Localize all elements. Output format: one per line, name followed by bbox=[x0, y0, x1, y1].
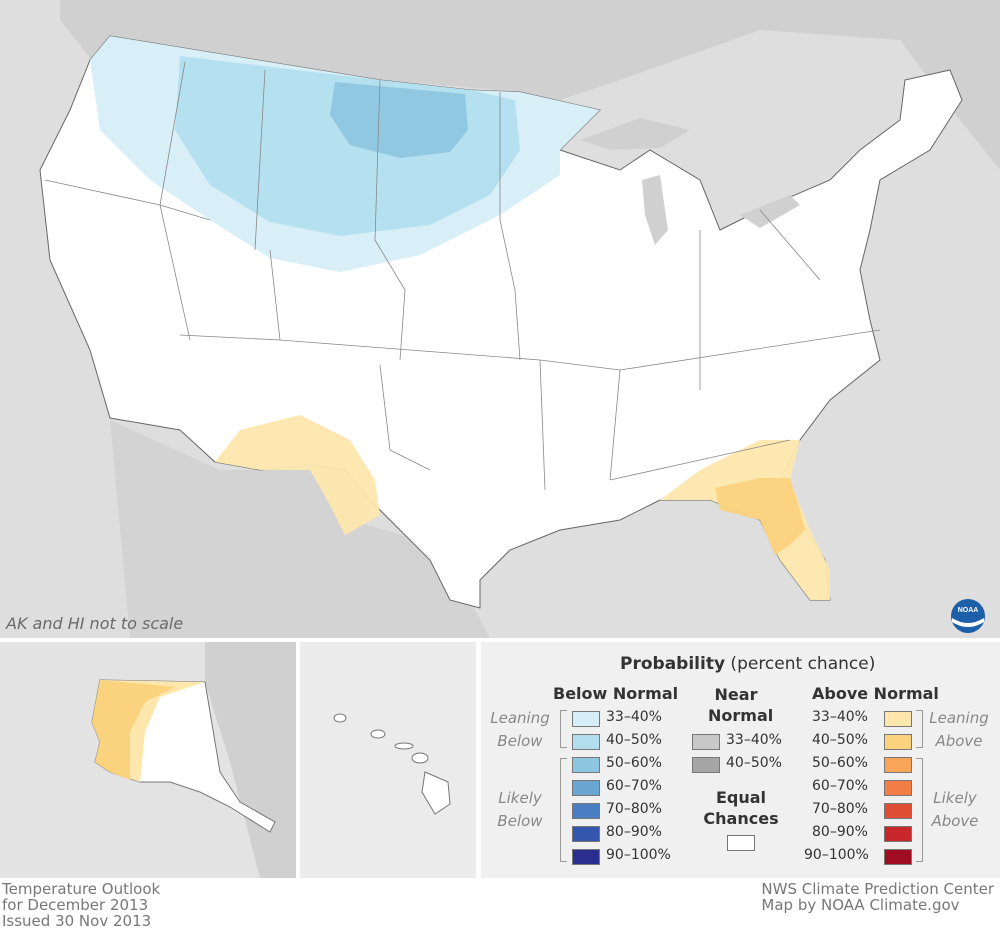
swatch-above-6 bbox=[884, 849, 912, 865]
likely-below-bracket bbox=[560, 758, 567, 862]
swatch-below-4 bbox=[572, 803, 600, 819]
above-normal-heading: Above Normal bbox=[812, 684, 939, 703]
label-above-0: 33–40% bbox=[812, 709, 868, 725]
leaning-above-label: Leaning Above bbox=[924, 707, 994, 753]
lake-erie bbox=[740, 195, 800, 228]
logo-text: NOAA bbox=[958, 607, 979, 614]
below-normal-heading: Below Normal bbox=[553, 684, 679, 703]
outlook-issued: Issued 30 Nov 2013 bbox=[2, 912, 152, 930]
lake-michigan bbox=[642, 175, 668, 245]
label-below-6: 90–100% bbox=[606, 847, 671, 863]
footer-left: Temperature Outlook for December 2013 Is… bbox=[2, 881, 160, 929]
hawaii-svg bbox=[333, 713, 451, 815]
swatch-below-2 bbox=[572, 757, 600, 773]
likely-above-bracket bbox=[916, 758, 923, 862]
label-above-1: 40–50% bbox=[812, 732, 868, 748]
leaning-below-label: Leaning Below bbox=[488, 707, 552, 753]
lake-superior bbox=[580, 118, 690, 150]
alaska-inset bbox=[0, 642, 296, 878]
swatch-above-1 bbox=[884, 734, 912, 750]
legend-title-bold: Probability bbox=[620, 654, 726, 674]
above-normal-se-40-50 bbox=[715, 478, 805, 555]
label-below-3: 60–70% bbox=[606, 778, 662, 794]
swatch-below-5 bbox=[572, 826, 600, 842]
swatch-below-0 bbox=[572, 711, 600, 727]
mexico-land bbox=[110, 420, 490, 638]
swatch-near-1 bbox=[692, 757, 720, 773]
swatch-above-5 bbox=[884, 826, 912, 842]
alaska-above-40-50 bbox=[92, 680, 175, 780]
near-heading-line-2: Normal bbox=[708, 706, 774, 725]
alaska-svg bbox=[91, 642, 296, 878]
legend-title-rest: (percent chance) bbox=[725, 654, 876, 674]
label-near-0: 33–40% bbox=[726, 732, 782, 748]
leaning-below-line-1: Leaning bbox=[490, 709, 550, 727]
label-above-5: 80–90% bbox=[812, 824, 868, 840]
big-island bbox=[421, 771, 451, 815]
noaa-logo-icon: NOAA bbox=[951, 599, 985, 633]
leaning-above-line-1: Leaning bbox=[929, 709, 989, 727]
outlook-title: Temperature Outlook bbox=[2, 880, 161, 898]
swatch-above-0 bbox=[884, 711, 912, 727]
molokai-island bbox=[394, 742, 414, 750]
leaning-below-line-2: Below bbox=[497, 732, 543, 750]
equal-chances-heading: Equal Chances bbox=[700, 787, 782, 829]
swatch-below-3 bbox=[572, 780, 600, 796]
swatch-above-4 bbox=[884, 803, 912, 819]
swatch-below-1 bbox=[572, 734, 600, 750]
likely-above-line-2: Above bbox=[931, 812, 979, 830]
state-borders bbox=[44, 61, 881, 491]
label-below-5: 80–90% bbox=[606, 824, 662, 840]
near-normal-heading: Near Normal bbox=[708, 684, 774, 726]
below-normal-50-60 bbox=[330, 82, 468, 158]
swatch-above-2 bbox=[884, 757, 912, 773]
above-normal-sw-33-40 bbox=[215, 415, 380, 535]
label-below-0: 33–40% bbox=[606, 709, 662, 725]
label-above-4: 70–80% bbox=[812, 801, 868, 817]
likely-below-line-2: Below bbox=[497, 812, 543, 830]
label-near-1: 40–50% bbox=[726, 755, 782, 771]
conus-map-svg bbox=[39, 0, 1000, 638]
leaning-below-bracket bbox=[560, 710, 567, 748]
canada-land bbox=[60, 0, 1000, 170]
equal-heading-line-2: Chances bbox=[703, 809, 779, 828]
label-above-3: 60–70% bbox=[812, 778, 868, 794]
leaning-above-bracket bbox=[916, 710, 923, 748]
swatch-above-3 bbox=[884, 780, 912, 796]
likely-below-line-1: Likely bbox=[498, 789, 542, 807]
label-below-4: 70–80% bbox=[606, 801, 662, 817]
near-heading-line-1: Near bbox=[714, 685, 758, 704]
map-scale-note: AK and HI not to scale bbox=[6, 614, 184, 633]
credit-source: NWS Climate Prediction Center bbox=[761, 880, 994, 898]
likely-above-line-1: Likely bbox=[933, 789, 977, 807]
likely-above-label: Likely Above bbox=[924, 787, 986, 833]
canada-land-ak bbox=[205, 642, 296, 878]
swatch-near-0 bbox=[692, 734, 720, 750]
label-above-6: 90–100% bbox=[804, 847, 869, 863]
leaning-above-line-2: Above bbox=[935, 732, 983, 750]
swatch-below-6 bbox=[572, 849, 600, 865]
label-below-1: 40–50% bbox=[606, 732, 662, 748]
outlook-period: for December 2013 bbox=[2, 896, 149, 914]
equal-heading-line-1: Equal bbox=[715, 788, 767, 807]
label-below-2: 50–60% bbox=[606, 755, 662, 771]
hawaii-inset bbox=[300, 642, 476, 878]
maui-island bbox=[411, 752, 429, 764]
kauai-island bbox=[333, 713, 347, 723]
legend-title: Probability (percent chance) bbox=[620, 654, 875, 674]
label-above-2: 50–60% bbox=[812, 755, 868, 771]
swatch-equal bbox=[727, 835, 755, 851]
credit-map: Map by NOAA Climate.gov bbox=[761, 896, 960, 914]
conus-map: AK and HI not to scale NOAA bbox=[0, 0, 1000, 638]
footer-right: NWS Climate Prediction Center Map by NOA… bbox=[761, 881, 994, 913]
likely-below-label: Likely Below bbox=[488, 787, 552, 833]
oahu-island bbox=[370, 729, 386, 739]
